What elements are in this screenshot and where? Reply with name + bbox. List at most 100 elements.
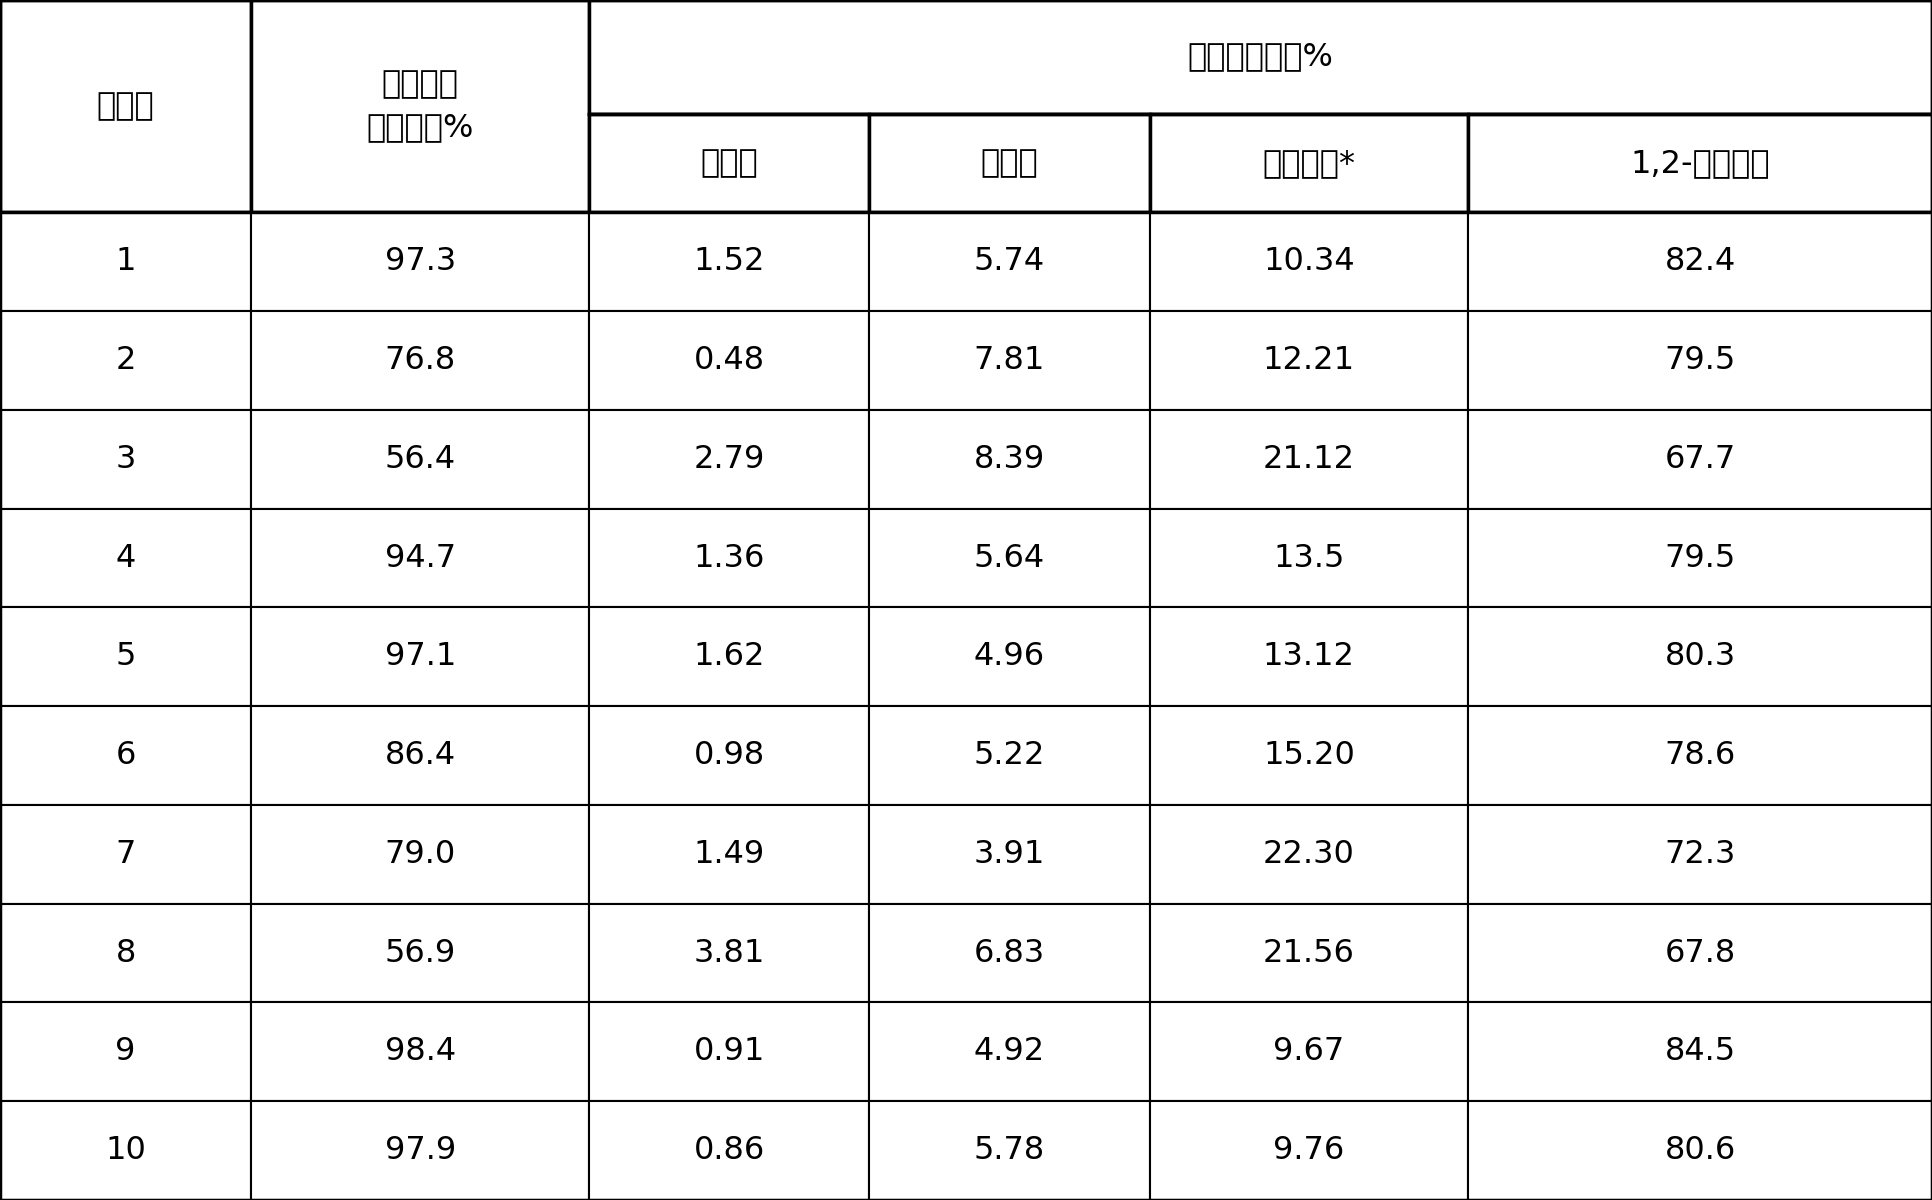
Bar	[0, 0, 251, 212]
Bar	[251, 607, 589, 706]
Bar	[589, 410, 869, 509]
Bar	[0, 607, 251, 706]
Bar	[869, 706, 1150, 805]
Bar	[1150, 904, 1468, 1002]
Text: 5.22: 5.22	[974, 740, 1045, 772]
Text: 邻苯二胺
转化率，%: 邻苯二胺 转化率，%	[367, 70, 473, 143]
Bar	[1468, 904, 1932, 1002]
Text: 0.86: 0.86	[694, 1135, 765, 1166]
Bar	[1150, 1002, 1468, 1102]
Bar	[589, 212, 869, 311]
Bar	[589, 805, 869, 904]
Text: 5.64: 5.64	[974, 542, 1045, 574]
Bar	[869, 114, 1150, 212]
Text: 4: 4	[116, 542, 135, 574]
Bar	[1468, 212, 1932, 311]
Bar	[869, 311, 1150, 410]
Text: 0.91: 0.91	[694, 1037, 765, 1067]
Text: 4.92: 4.92	[974, 1037, 1045, 1067]
Bar	[251, 805, 589, 904]
Text: 0.48: 0.48	[694, 346, 765, 376]
Text: 84.5: 84.5	[1665, 1037, 1735, 1067]
Text: 97.9: 97.9	[384, 1135, 456, 1166]
Bar	[869, 509, 1150, 607]
Bar	[869, 1002, 1150, 1102]
Text: 9.76: 9.76	[1273, 1135, 1345, 1166]
Bar	[1150, 607, 1468, 706]
Text: 21.12: 21.12	[1264, 444, 1354, 475]
Text: 2.79: 2.79	[694, 444, 765, 475]
Bar	[1150, 410, 1468, 509]
Bar	[1150, 509, 1468, 607]
Bar	[589, 114, 869, 212]
Text: 80.6: 80.6	[1665, 1135, 1735, 1166]
Text: 4.96: 4.96	[974, 641, 1045, 672]
Bar	[0, 509, 251, 607]
Text: 56.9: 56.9	[384, 937, 456, 968]
Text: 5.74: 5.74	[974, 246, 1045, 277]
Text: 环己醇: 环己醇	[981, 148, 1037, 179]
Bar	[1150, 311, 1468, 410]
Bar	[0, 410, 251, 509]
Text: 3: 3	[116, 444, 135, 475]
Bar	[251, 1002, 589, 1102]
Text: 产物选择性，%: 产物选择性，%	[1188, 42, 1333, 72]
Text: 97.1: 97.1	[384, 641, 456, 672]
Text: 7.81: 7.81	[974, 346, 1045, 376]
Text: 10: 10	[104, 1135, 147, 1166]
Bar	[589, 311, 869, 410]
Text: 78.6: 78.6	[1665, 740, 1735, 772]
Bar	[589, 904, 869, 1002]
Bar	[0, 311, 251, 410]
Text: 94.7: 94.7	[384, 542, 456, 574]
Text: 1,2-环己二胺: 1,2-环己二胺	[1631, 148, 1770, 179]
Text: 56.4: 56.4	[384, 444, 456, 475]
Bar	[869, 904, 1150, 1002]
Text: 13.5: 13.5	[1273, 542, 1345, 574]
Text: 9.67: 9.67	[1273, 1037, 1345, 1067]
Text: 21.56: 21.56	[1264, 937, 1354, 968]
Text: 1.62: 1.62	[694, 641, 765, 672]
Text: 10.34: 10.34	[1264, 246, 1354, 277]
Text: 其它产物*: 其它产物*	[1262, 148, 1356, 179]
Bar	[869, 805, 1150, 904]
Text: 6: 6	[116, 740, 135, 772]
Bar	[0, 1102, 251, 1200]
Bar	[251, 311, 589, 410]
Bar	[869, 607, 1150, 706]
Bar	[589, 706, 869, 805]
Text: 0.98: 0.98	[694, 740, 765, 772]
Text: 98.4: 98.4	[384, 1037, 456, 1067]
Bar	[1468, 805, 1932, 904]
Text: 3.91: 3.91	[974, 839, 1045, 870]
Text: 13.12: 13.12	[1264, 641, 1354, 672]
Bar	[1468, 607, 1932, 706]
Text: 79.0: 79.0	[384, 839, 456, 870]
Text: 8.39: 8.39	[974, 444, 1045, 475]
Text: 67.7: 67.7	[1665, 444, 1735, 475]
Bar	[869, 1102, 1150, 1200]
Bar	[589, 0, 1932, 114]
Text: 9: 9	[116, 1037, 135, 1067]
Text: 环己胺: 环己胺	[701, 148, 757, 179]
Bar	[1150, 114, 1468, 212]
Bar	[251, 904, 589, 1002]
Bar	[1150, 1102, 1468, 1200]
Bar	[251, 212, 589, 311]
Bar	[589, 509, 869, 607]
Bar	[0, 904, 251, 1002]
Bar	[1468, 1002, 1932, 1102]
Text: 7: 7	[116, 839, 135, 870]
Bar	[1468, 410, 1932, 509]
Bar	[251, 0, 589, 212]
Bar	[1150, 212, 1468, 311]
Bar	[0, 212, 251, 311]
Bar	[1468, 311, 1932, 410]
Text: 79.5: 79.5	[1665, 542, 1735, 574]
Text: 12.21: 12.21	[1264, 346, 1354, 376]
Text: 5.78: 5.78	[974, 1135, 1045, 1166]
Text: 97.3: 97.3	[384, 246, 456, 277]
Text: 1.49: 1.49	[694, 839, 765, 870]
Bar	[251, 706, 589, 805]
Text: 1.52: 1.52	[694, 246, 765, 277]
